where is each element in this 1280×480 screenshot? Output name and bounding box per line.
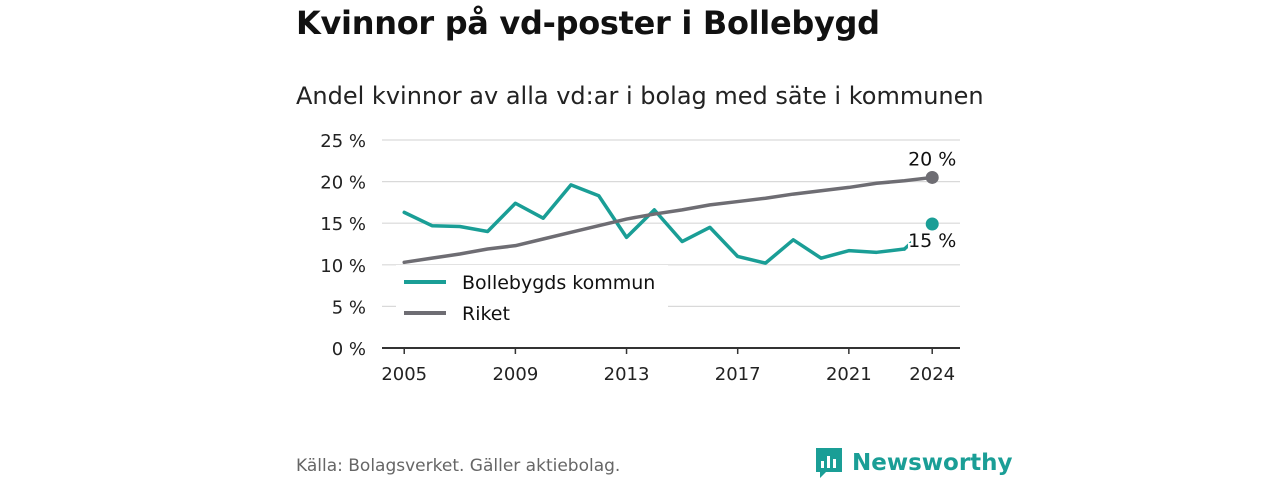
newsworthy-logo-icon <box>816 448 842 478</box>
end-label-kommun: 15 % <box>908 230 956 252</box>
end-label-riket: 20 % <box>908 148 956 170</box>
series-line-kommun-tail <box>902 239 915 251</box>
axes: 0 % 5 % 10 % 15 % 20 % 25 % 2005 2009 2013 2017 20… <box>320 131 960 385</box>
series-line-riket <box>402 175 934 265</box>
series-lines <box>402 170 939 265</box>
y-tick-label: 25 % <box>320 131 366 152</box>
end-labels: 15 % 20 % <box>906 146 959 255</box>
brand-name: Newsworthy <box>852 450 1013 476</box>
y-tick-label: 0 % <box>332 339 366 360</box>
y-tick-label: 5 % <box>332 297 366 318</box>
y-tick-label: 10 % <box>320 256 366 277</box>
x-tick-label: 2017 <box>715 364 761 385</box>
legend: Bollebygds kommun Riket <box>396 265 668 331</box>
x-tick-label: 2009 <box>492 364 538 385</box>
series-line-kommun <box>402 183 907 265</box>
y-tick-label: 20 % <box>320 173 366 194</box>
end-point-riket <box>925 170 939 184</box>
y-tick-label: 15 % <box>320 214 366 235</box>
x-tick-label: 2005 <box>381 364 427 385</box>
legend-background <box>396 265 668 331</box>
x-tick-label: 2024 <box>909 364 955 385</box>
source-note: Källa: Bolagsverket. Gäller aktiebolag. <box>296 456 621 476</box>
x-tick-label: 2013 <box>604 364 650 385</box>
brand-logo[interactable]: Newsworthy <box>814 446 1013 480</box>
legend-label: Riket <box>462 303 510 325</box>
chart-subtitle: Andel kvinnor av alla vd:ar i bolag med … <box>296 82 984 110</box>
end-point-kommun <box>925 217 939 231</box>
legend-label: Bollebygds kommun <box>462 272 655 294</box>
chart-title: Kvinnor på vd-poster i Bollebygd <box>296 4 880 42</box>
x-tick-label: 2021 <box>826 364 872 385</box>
